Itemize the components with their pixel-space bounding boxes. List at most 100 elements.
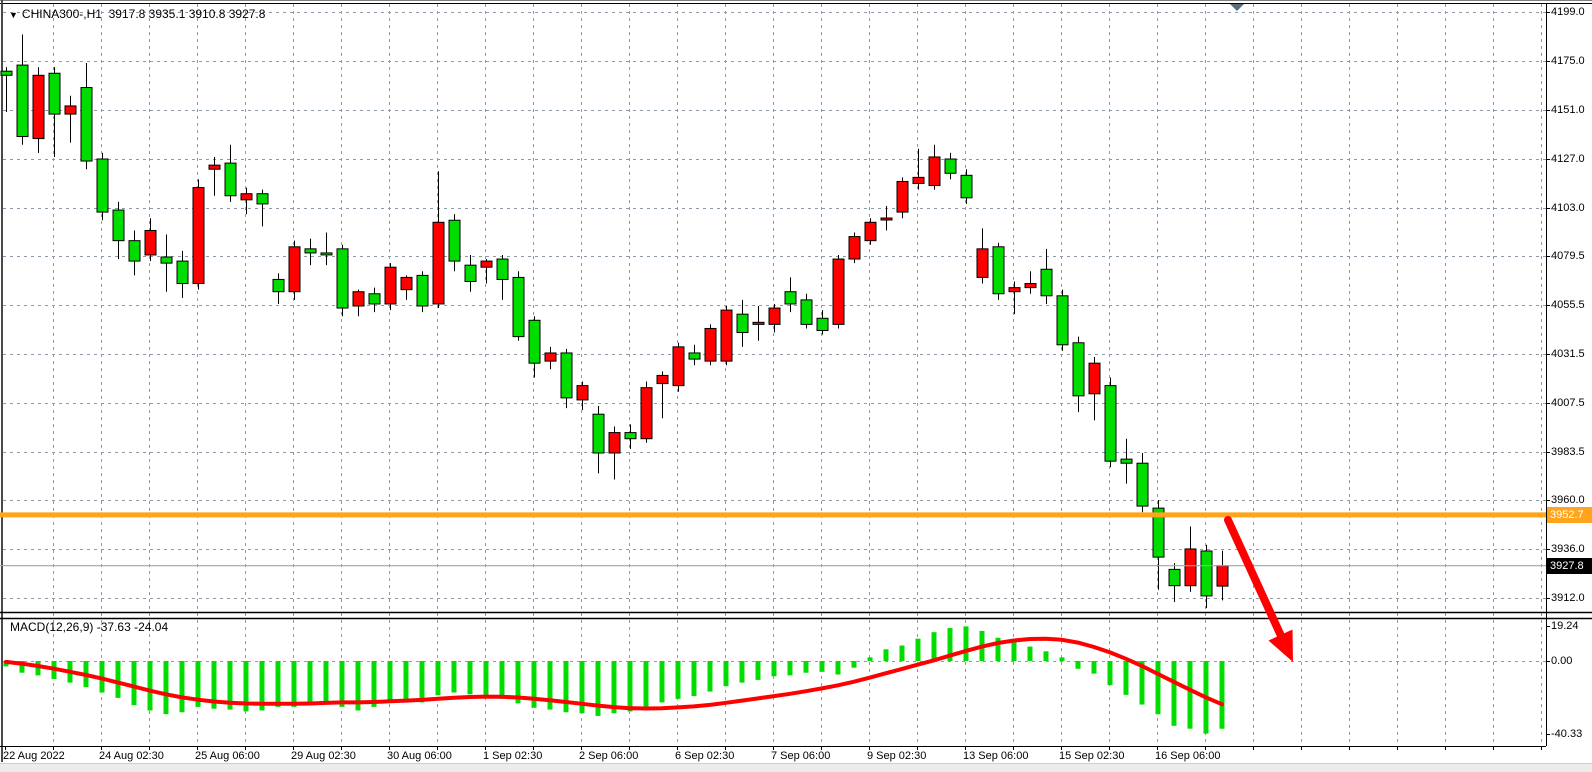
macd-tick-label: -40.33 bbox=[1551, 728, 1583, 740]
date-tick-label: 15 Sep 02:30 bbox=[1059, 750, 1125, 762]
macd-histogram-bar bbox=[643, 661, 649, 707]
bear-candle bbox=[448, 219, 461, 262]
bear-candle bbox=[16, 64, 29, 138]
bear-candle bbox=[512, 276, 525, 338]
macd-histogram-bar bbox=[323, 661, 329, 705]
bull-candle bbox=[752, 321, 765, 325]
bull-candle bbox=[720, 309, 733, 362]
bear-candle bbox=[1056, 295, 1069, 346]
bull-candle bbox=[144, 229, 157, 256]
bull-candle bbox=[864, 221, 877, 242]
bear-candle bbox=[256, 193, 269, 205]
macd-histogram-bar bbox=[1059, 657, 1065, 661]
bear-candle bbox=[464, 264, 477, 282]
bull-candle bbox=[848, 236, 861, 260]
macd-histogram-bar bbox=[1123, 661, 1129, 695]
macd-histogram-bar bbox=[739, 661, 745, 683]
macd-histogram-bar bbox=[707, 661, 713, 692]
bear-candle bbox=[160, 256, 173, 264]
bull-candle bbox=[208, 164, 221, 170]
macd-histogram-bar bbox=[851, 661, 857, 668]
bull-candle bbox=[1216, 565, 1229, 587]
date-tick-label: 30 Aug 06:00 bbox=[387, 750, 452, 762]
price-tick-label: 4151.0 bbox=[1551, 104, 1585, 116]
macd-signal-value: -24.04 bbox=[134, 620, 169, 634]
bear-candle bbox=[0, 70, 13, 76]
bear-candle bbox=[224, 162, 237, 197]
price-tick-label: 3936.0 bbox=[1551, 543, 1585, 555]
bear-candle bbox=[176, 260, 189, 285]
date-tick-label: 24 Aug 02:30 bbox=[99, 750, 164, 762]
bear-candle bbox=[992, 246, 1005, 295]
date-tick-label: 7 Sep 06:00 bbox=[771, 750, 831, 762]
macd-histogram-bar bbox=[499, 661, 505, 699]
macd-histogram-bar bbox=[691, 661, 697, 697]
macd-histogram-bar bbox=[803, 661, 809, 673]
bear-candle bbox=[368, 293, 381, 305]
price-tick-label: 4079.5 bbox=[1551, 250, 1585, 262]
macd-histogram-bar bbox=[627, 661, 633, 712]
date-tick-label: 2 Sep 06:00 bbox=[579, 750, 639, 762]
macd-histogram-bar bbox=[371, 661, 377, 707]
price-tick-label: 4127.0 bbox=[1551, 153, 1585, 165]
macd-histogram-bar bbox=[1107, 661, 1113, 686]
date-tick-label: 16 Sep 06:00 bbox=[1155, 750, 1221, 762]
macd-histogram-bar bbox=[883, 649, 889, 661]
price-tick-label: 4031.5 bbox=[1551, 348, 1585, 360]
macd-value: -37.63 bbox=[96, 620, 131, 634]
chart-shift-marker-icon[interactable] bbox=[1230, 4, 1244, 11]
macd-histogram-bar bbox=[211, 661, 217, 709]
macd-histogram-bar bbox=[675, 661, 681, 699]
macd-histogram-bar bbox=[659, 661, 665, 703]
macd-histogram-bar bbox=[275, 661, 281, 707]
bear-candle bbox=[1040, 268, 1053, 297]
macd-histogram-bar bbox=[131, 661, 137, 706]
macd-histogram-bar bbox=[963, 626, 969, 661]
bull-candle bbox=[192, 187, 205, 285]
bear-candle bbox=[112, 209, 125, 242]
bear-candle bbox=[1152, 507, 1165, 558]
macd-histogram-bar bbox=[1139, 661, 1145, 705]
macd-histogram-bar bbox=[115, 661, 121, 698]
macd-histogram-bar bbox=[1091, 661, 1097, 674]
macd-histogram-bar bbox=[163, 661, 169, 715]
bull-candle bbox=[912, 176, 925, 184]
bull-candle bbox=[768, 307, 781, 325]
bull-candle bbox=[1184, 548, 1197, 587]
chart-title: ▼ CHINA300-,H1 3917.8 3935.1 3910.8 3927.… bbox=[9, 7, 265, 21]
trend-arrow-shaft[interactable] bbox=[1224, 516, 1286, 642]
macd-histogram-bar bbox=[483, 661, 489, 697]
bear-candle bbox=[1104, 385, 1117, 462]
macd-histogram-bar bbox=[1011, 641, 1017, 661]
window-bottom-chrome bbox=[0, 763, 1592, 772]
bull-candle bbox=[1024, 283, 1037, 289]
macd-histogram-bar bbox=[819, 661, 825, 672]
symbol-marker-icon: ▼ bbox=[9, 10, 18, 20]
macd-histogram-bar bbox=[243, 661, 249, 712]
macd-histogram-bar bbox=[771, 661, 777, 677]
bull-candle bbox=[976, 248, 989, 278]
macd-histogram-bar bbox=[227, 661, 233, 710]
macd-histogram-bar bbox=[435, 661, 441, 696]
bull-candle bbox=[1008, 287, 1021, 293]
macd-tick-label: 19.24 bbox=[1551, 620, 1579, 632]
macd-histogram-bar bbox=[899, 645, 905, 661]
bear-candle bbox=[800, 299, 813, 325]
bear-candle bbox=[560, 352, 573, 399]
macd-tick-label: 0.00 bbox=[1551, 655, 1573, 667]
bull-candle bbox=[672, 346, 685, 387]
macd-histogram-bar bbox=[915, 638, 921, 661]
macd-histogram-bar bbox=[595, 661, 601, 716]
bear-candle bbox=[304, 248, 317, 254]
bull-candle bbox=[880, 217, 893, 221]
bear-candle bbox=[1072, 342, 1085, 397]
macd-histogram-bar bbox=[867, 657, 873, 661]
bull-candle bbox=[896, 180, 909, 213]
macd-histogram-bar bbox=[531, 661, 537, 708]
macd-histogram-bar bbox=[339, 661, 345, 707]
date-tick-label: 1 Sep 02:30 bbox=[483, 750, 543, 762]
trend-arrow-head-icon[interactable] bbox=[1268, 629, 1294, 663]
bull-candle bbox=[640, 387, 653, 440]
